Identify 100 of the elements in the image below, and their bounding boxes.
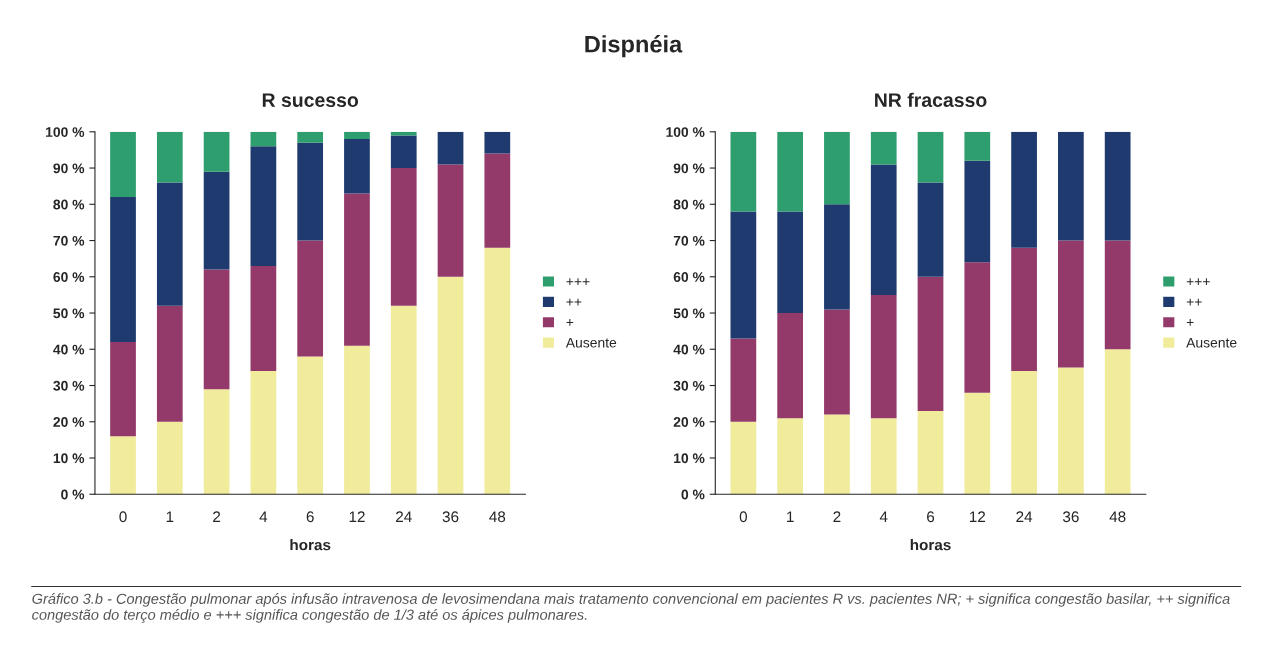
- bar: [297, 131, 324, 143]
- bar: [1011, 371, 1037, 495]
- x-axis-title: horas: [910, 539, 951, 551]
- chart-title: NR fracasso: [875, 92, 987, 107]
- text: Gráfico 3.b - Congestão pulmonar após infusão intravenosa de levosimendana mais tratamento convencional em pacientes R vs. pacientes NR; + significa congestão basilar, ++ significa congestão do terço médio e +++ significa congestão de 1/3 até os ápices pulmonares.: [32, 593, 1230, 623]
- x-tick-label: 48: [1109, 511, 1126, 523]
- bar: [203, 389, 230, 495]
- bar: [870, 418, 897, 495]
- y-tick-label: 20 %: [673, 417, 705, 427]
- bar: [297, 142, 324, 241]
- bar: [730, 421, 757, 495]
- bar: [250, 146, 277, 266]
- legend-label: ++: [566, 298, 582, 306]
- bar: [250, 371, 277, 495]
- y-tick-label: 40 %: [53, 344, 85, 355]
- x-tick-label: 48: [489, 511, 506, 523]
- x-tick-label: 36: [1062, 511, 1079, 523]
- y-tick-label: 30 %: [53, 380, 85, 391]
- bar: [777, 313, 804, 419]
- bar: [250, 131, 277, 147]
- y-tick-label: 90 %: [673, 163, 705, 174]
- y-tick-label: 70 %: [673, 235, 705, 246]
- bar: [156, 421, 183, 495]
- bar: [777, 131, 804, 212]
- bar: [390, 135, 417, 169]
- bar: [297, 240, 324, 357]
- bar: [344, 193, 370, 346]
- y-tick-label: 0 %: [681, 489, 705, 500]
- bar: [203, 131, 230, 172]
- bar: [917, 182, 944, 277]
- bar: [484, 153, 511, 248]
- bar: [917, 410, 944, 495]
- x-tick-label: 4: [259, 511, 268, 522]
- legend-label: +: [1186, 319, 1194, 326]
- bar: [110, 197, 136, 343]
- chart-title: R sucesso: [262, 93, 359, 107]
- bar: [390, 305, 417, 495]
- bar: [964, 160, 991, 263]
- y-tick-label: 60 %: [673, 272, 705, 282]
- bar: [344, 345, 370, 495]
- bar: [1058, 131, 1084, 241]
- y-tick-label: 30 %: [673, 380, 705, 391]
- x-tick-label: 2: [833, 511, 841, 522]
- bar: [870, 131, 897, 165]
- bar: [110, 342, 136, 437]
- x-tick-label: 12: [969, 511, 986, 522]
- bar: [203, 269, 230, 390]
- bar: [1058, 240, 1084, 368]
- bar: [824, 414, 850, 495]
- y-tick-label: 60 %: [53, 272, 85, 282]
- bar: [777, 211, 804, 314]
- y-tick-label: 10 %: [674, 453, 705, 464]
- x-tick-label: 24: [1016, 511, 1033, 522]
- x-tick-label: 24: [396, 511, 412, 522]
- y-tick-label: 20 %: [53, 417, 85, 427]
- y-tick-label: 100 %: [46, 127, 85, 137]
- bar: [297, 356, 324, 495]
- x-tick-label: 1: [787, 511, 794, 522]
- bar: [777, 418, 804, 495]
- bar: [156, 182, 183, 306]
- bar: [1104, 240, 1131, 350]
- y-tick-label: 80 %: [673, 199, 705, 210]
- x-axis-title: horas: [290, 539, 331, 551]
- bar: [917, 276, 944, 411]
- bar: [964, 131, 991, 161]
- y-tick-label: 100 %: [666, 127, 705, 137]
- legend-label: ++: [1186, 298, 1202, 306]
- bar: [344, 131, 370, 140]
- x-tick-label: 12: [349, 511, 365, 522]
- bar: [344, 139, 370, 194]
- y-tick-label: 70 %: [53, 235, 85, 246]
- x-tick-label: 1: [166, 511, 174, 522]
- bar: [437, 164, 464, 277]
- bar: [1058, 367, 1084, 495]
- legend-label: +: [566, 319, 574, 326]
- y-tick-label: 90 %: [53, 163, 85, 174]
- bar: [437, 276, 464, 495]
- bar: [156, 305, 183, 422]
- bar: [1104, 349, 1131, 495]
- bar: [824, 204, 850, 310]
- legend-label: Ausente: [565, 337, 617, 348]
- y-tick-label: 10 %: [53, 453, 85, 464]
- x-tick-label: 2: [213, 511, 221, 522]
- bar: [870, 294, 897, 419]
- bar: [156, 131, 183, 183]
- bar: [484, 131, 511, 154]
- bar: [730, 211, 757, 339]
- y-tick-label: 80 %: [53, 199, 85, 210]
- y-tick-label: 40 %: [673, 344, 705, 355]
- bar: [110, 436, 136, 495]
- bar: [1104, 131, 1131, 241]
- x-tick-label: 6: [927, 511, 935, 523]
- bar: [110, 131, 136, 198]
- bar: [730, 338, 757, 422]
- bar: [437, 131, 464, 165]
- y-tick-label: 0 %: [61, 489, 85, 500]
- x-tick-label: 4: [879, 511, 888, 522]
- bar: [824, 131, 850, 205]
- bar: [824, 309, 850, 415]
- bar: [964, 392, 991, 495]
